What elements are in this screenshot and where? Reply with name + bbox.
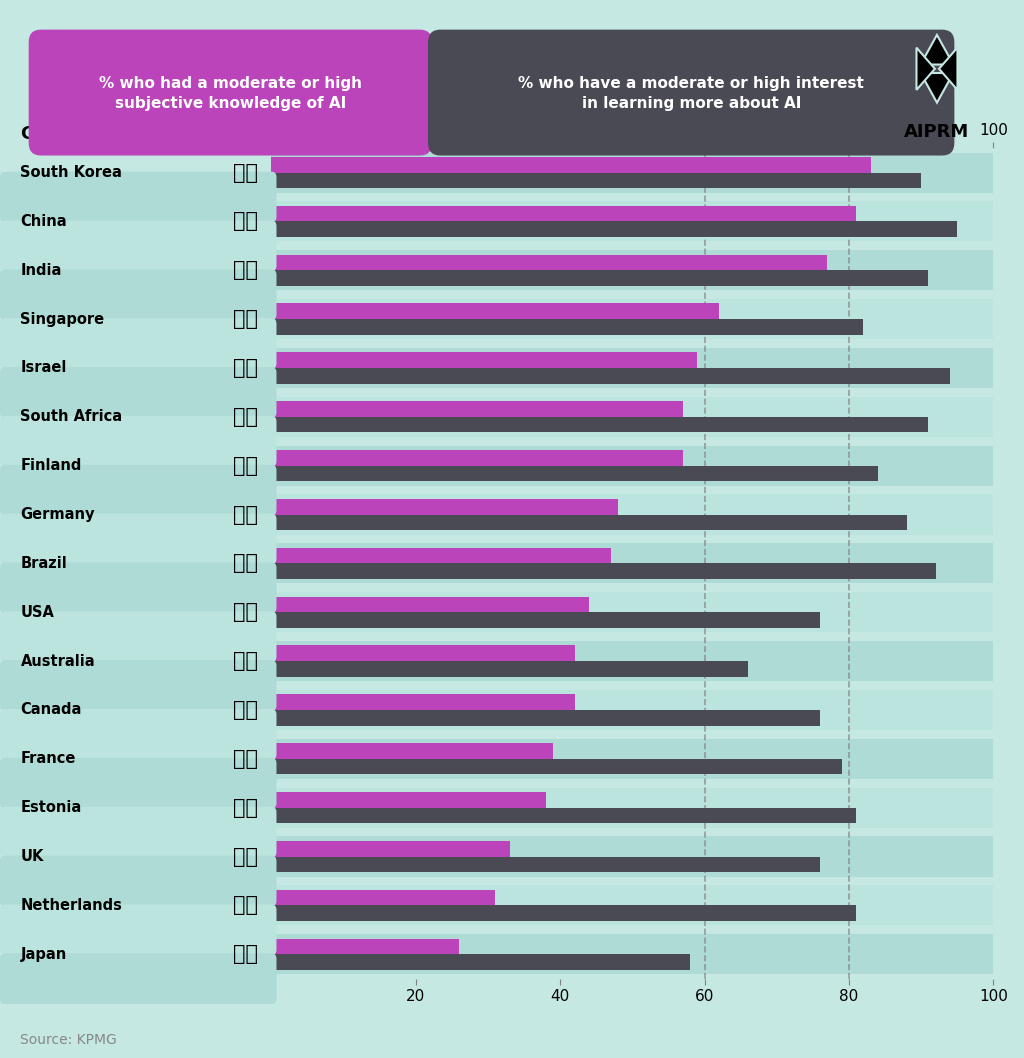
Text: % who have a moderate or high interest
in learning more about AI: % who have a moderate or high interest i… [518,76,864,110]
Bar [271,466,878,481]
Text: 🇺🇸: 🇺🇸 [233,602,258,622]
Bar [271,172,922,188]
Text: Brazil: Brazil [20,555,68,571]
Bar [271,563,936,579]
Text: Netherlands: Netherlands [20,898,122,913]
Text: 🇸🇬: 🇸🇬 [233,309,258,329]
Text: 🇨🇳: 🇨🇳 [233,212,258,232]
Bar [271,857,820,872]
Text: South Africa: South Africa [20,409,123,424]
Bar [271,645,574,661]
Text: Japan: Japan [20,947,67,962]
Bar [271,906,856,922]
Text: % who had a moderate or high
subjective knowledge of AI: % who had a moderate or high subjective … [99,76,361,110]
Bar [271,597,589,613]
Text: 🇳🇱: 🇳🇱 [233,895,258,915]
Bar [271,934,993,974]
Text: 🇮🇱: 🇮🇱 [233,358,258,378]
Bar [271,352,697,368]
Text: China: China [20,214,68,229]
Bar [271,450,683,466]
Bar [271,368,950,384]
Bar [271,837,993,876]
Bar [271,270,929,286]
Bar [271,954,690,970]
Text: 🇪🇪: 🇪🇪 [233,798,258,818]
Bar [271,807,856,823]
Text: 🇧🇷: 🇧🇷 [233,553,258,573]
Text: 🇩🇪: 🇩🇪 [233,505,258,525]
Text: 🇬🇧: 🇬🇧 [233,846,258,867]
Bar [271,938,459,954]
Bar [271,157,870,172]
Bar [271,841,510,857]
Bar [271,592,993,633]
Text: Germany: Germany [20,507,95,522]
Text: AIPRM: AIPRM [904,123,970,142]
Text: 🇮🇳: 🇮🇳 [233,260,258,280]
Text: Source: KPMG: Source: KPMG [20,1034,117,1047]
Bar [271,494,993,534]
Bar [271,694,574,710]
Bar [271,544,993,583]
Bar [271,661,748,677]
Bar [271,641,993,681]
Text: 🇦🇺: 🇦🇺 [233,651,258,671]
Text: 🇰🇷: 🇰🇷 [233,163,258,183]
Bar [271,613,820,627]
Text: 🇿🇦: 🇿🇦 [233,407,258,426]
Bar [271,304,719,320]
Bar [271,401,683,417]
Text: USA: USA [20,605,54,620]
Text: 🇯🇵: 🇯🇵 [233,944,258,964]
Text: Australia: Australia [20,654,95,669]
Bar [271,221,957,237]
Text: India: India [20,262,61,278]
Text: Israel: Israel [20,361,67,376]
Bar [271,738,993,779]
Bar [271,251,993,290]
Bar [271,548,610,563]
Bar [271,890,496,906]
Bar [271,792,546,807]
Bar [271,299,993,340]
Bar [271,348,993,388]
Bar [271,201,993,241]
Bar [271,499,617,514]
Text: Estonia: Estonia [20,800,82,815]
Bar [271,886,993,926]
Bar [271,255,827,270]
Bar [271,445,993,486]
Bar [271,397,993,437]
Bar [271,205,856,221]
Text: 🇨🇦: 🇨🇦 [233,700,258,719]
Text: Countries: Countries [20,125,118,143]
Bar [271,417,929,433]
Text: 🇫🇷: 🇫🇷 [233,749,258,769]
Text: Finland: Finland [20,458,82,473]
Bar [271,710,820,726]
Bar [271,514,906,530]
Text: Singapore: Singapore [20,312,104,327]
Bar [271,152,993,193]
Bar [271,759,842,774]
Bar [271,690,993,730]
Text: South Korea: South Korea [20,165,122,180]
Bar [271,320,863,334]
Bar [271,743,553,759]
Text: France: France [20,751,76,766]
Text: Canada: Canada [20,703,82,717]
Text: 🇫🇮: 🇫🇮 [233,456,258,476]
Bar [271,787,993,827]
Text: UK: UK [20,849,44,864]
